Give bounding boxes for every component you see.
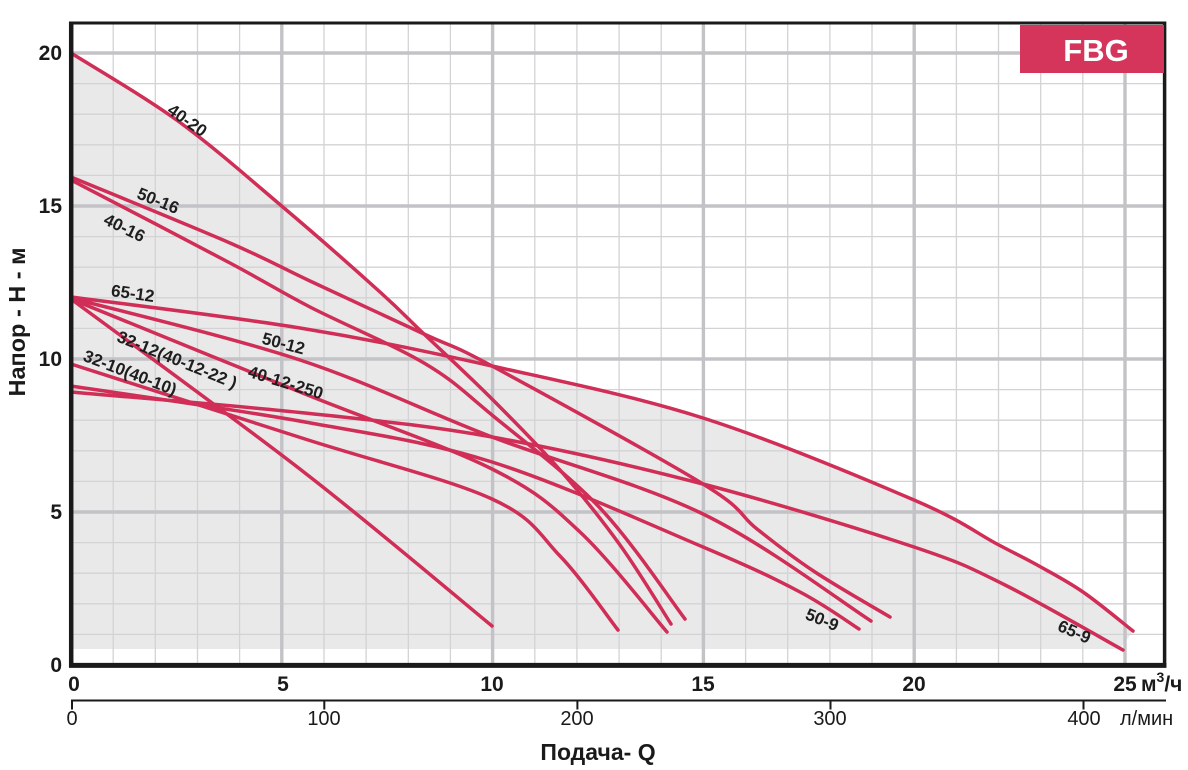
svg-text:15: 15 <box>39 195 63 218</box>
svg-text:400: 400 <box>1067 708 1100 730</box>
svg-text:5: 5 <box>50 501 62 524</box>
svg-text:0: 0 <box>68 673 80 696</box>
svg-text:25: 25 <box>1113 673 1137 696</box>
svg-text:л/мин: л/мин <box>1120 708 1173 730</box>
svg-text:20: 20 <box>902 673 925 696</box>
svg-text:10: 10 <box>480 673 503 696</box>
svg-text:20: 20 <box>39 42 62 65</box>
svg-text:Напор - H - м: Напор - H - м <box>4 247 30 396</box>
svg-text:15: 15 <box>691 673 715 696</box>
svg-text:200: 200 <box>560 708 593 730</box>
svg-text:300: 300 <box>813 708 846 730</box>
svg-text:Подача- Q: Подача- Q <box>540 739 655 765</box>
svg-text:FBG: FBG <box>1063 33 1128 68</box>
svg-text:0: 0 <box>66 708 77 730</box>
svg-text:5: 5 <box>277 673 289 696</box>
svg-text:100: 100 <box>307 708 340 730</box>
svg-text:10: 10 <box>39 348 62 371</box>
svg-text:0: 0 <box>50 654 62 677</box>
